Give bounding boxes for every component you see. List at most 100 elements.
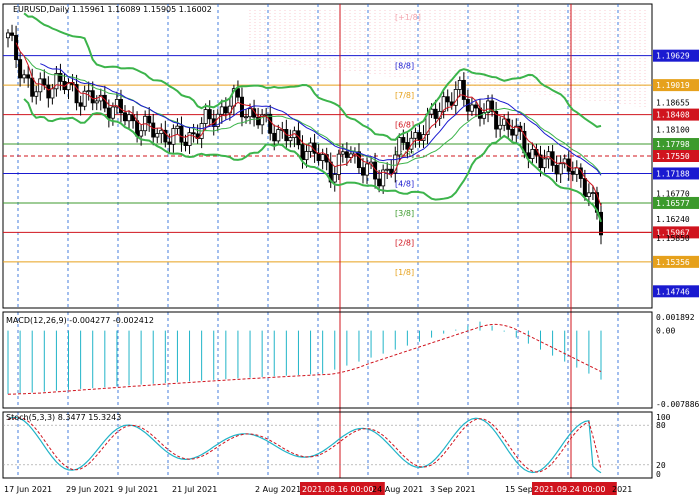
price-tag-label: 1.17798 <box>656 140 690 149</box>
macd-tick-label: 0.001892 <box>656 313 695 322</box>
candle-body <box>239 96 244 118</box>
level-label-plus: [+1/8] <box>395 13 421 22</box>
price-tag-bg <box>653 226 699 239</box>
price-tag-label: 1.15967 <box>656 228 690 237</box>
candle-body <box>159 129 164 134</box>
candle-body <box>530 148 535 159</box>
macd-histogram <box>7 321 602 395</box>
date-tick-label: 9 Jul 2021 <box>118 485 158 494</box>
candle-body <box>486 100 491 113</box>
date-tick-label: 3 Sep 2021 <box>430 485 476 494</box>
candle-body <box>46 84 51 99</box>
candle-body <box>320 154 325 161</box>
candle-body <box>147 115 152 124</box>
macd-title: MACD(12,26,9) -0.004277 -0.002412 <box>6 316 154 325</box>
candle-body <box>300 144 305 161</box>
stoch-tick-label: 20 <box>656 461 666 470</box>
candle-body <box>377 178 382 187</box>
murrey-level-label: [3/8] <box>395 209 414 218</box>
candle-body <box>6 32 11 39</box>
price-tag-label: 1.19019 <box>656 81 690 90</box>
time-axis: 17 Jun 2021 29 Jun 2021 9 Jul 2021 21 Jul 2… <box>4 482 632 495</box>
price-axis: 1.19629 1.19019 1.18655 1.18408 1.18100 1.177… <box>653 49 700 479</box>
price-tick-label: 1.16770 <box>656 190 690 199</box>
candle-body <box>356 151 361 169</box>
stoch-title: Stoch(5,3,3) 8.3477 15.3243 <box>6 413 121 422</box>
bollinger-lower <box>23 98 602 223</box>
candle-body <box>453 89 458 106</box>
candles <box>6 24 604 245</box>
candle-body <box>288 137 293 142</box>
price-pane: [+1/8][8/8][7/8][6/8][5/8][4/8][3/8][2/8… <box>2 3 653 478</box>
candle-body <box>179 125 184 143</box>
price-tick-label: 1.15850 <box>656 234 690 243</box>
macd-tick-label: -0.007886 <box>656 400 700 409</box>
price-tag-label: 1.15356 <box>656 258 690 267</box>
candle-body <box>502 118 507 126</box>
candle-body <box>340 151 345 155</box>
candle-body <box>203 109 208 124</box>
candle-body <box>599 211 604 236</box>
candle-body <box>94 100 99 104</box>
price-tag-label: 1.16577 <box>656 199 690 208</box>
candle-body <box>50 88 55 99</box>
candle-body <box>34 91 39 97</box>
price-tag-label: 1.19629 <box>656 52 690 61</box>
murrey-level-label: [7/8] <box>395 91 414 100</box>
candle-body <box>272 132 277 142</box>
candle-body <box>304 151 309 161</box>
candle-body <box>417 132 422 141</box>
candle-body <box>445 96 450 103</box>
candle-body <box>401 137 406 143</box>
candle-body <box>296 130 301 146</box>
date-tick-label: 17 Jun 2021 <box>4 485 52 494</box>
date-tick-label: 29 Jun 2021 <box>66 485 114 494</box>
date-tag-bg <box>532 482 617 495</box>
candle-body <box>409 137 414 150</box>
candle-body <box>421 134 426 141</box>
candle-body <box>558 163 563 175</box>
candle-body <box>264 113 269 116</box>
date-tag-label: 2021.08.16 00:00 <box>302 485 373 494</box>
stoch-signal-line <box>7 417 602 473</box>
candle-body <box>235 88 240 98</box>
candle-body <box>490 100 495 112</box>
price-tag-bg <box>653 255 699 268</box>
candle-body <box>514 125 519 136</box>
candle-body <box>127 114 132 122</box>
candle-body <box>223 106 228 114</box>
candle-body <box>82 90 87 107</box>
candle-body <box>582 178 587 198</box>
candle-body <box>457 80 462 90</box>
candle-body <box>38 78 43 93</box>
candle-body <box>498 124 503 130</box>
candle-body <box>183 141 188 146</box>
macd-tick-label: 0.00 <box>656 327 675 336</box>
candle-body <box>131 114 136 122</box>
candle-body <box>473 104 478 109</box>
candle-body <box>546 151 551 160</box>
macd-pane-frame <box>2 311 653 409</box>
price-tick-label: 1.18100 <box>656 125 690 134</box>
candle-body <box>365 163 370 176</box>
candle-body <box>110 106 115 119</box>
candle-body <box>260 114 265 126</box>
price-tag-bg <box>653 108 699 121</box>
price-tag-label: 1.17188 <box>656 169 690 178</box>
price-tag-label: 1.14746 <box>656 287 690 296</box>
candle-body <box>429 108 434 115</box>
stoch-pane-frame <box>2 411 653 479</box>
candle-body <box>389 168 394 174</box>
candle-body <box>268 113 273 134</box>
candle-body <box>118 99 123 114</box>
chart-title: EURUSD,Daily 1.15961 1.16089 1.15905 1.1… <box>13 5 212 14</box>
candle-body <box>207 109 212 120</box>
candle-body <box>175 125 180 129</box>
candle-body <box>54 73 59 90</box>
bollinger-upper <box>23 12 602 141</box>
candle-body <box>122 112 127 122</box>
murrey-level-label: [8/8] <box>395 62 414 71</box>
candle-body <box>151 122 156 138</box>
murrey-level-label: [6/8] <box>395 121 414 130</box>
